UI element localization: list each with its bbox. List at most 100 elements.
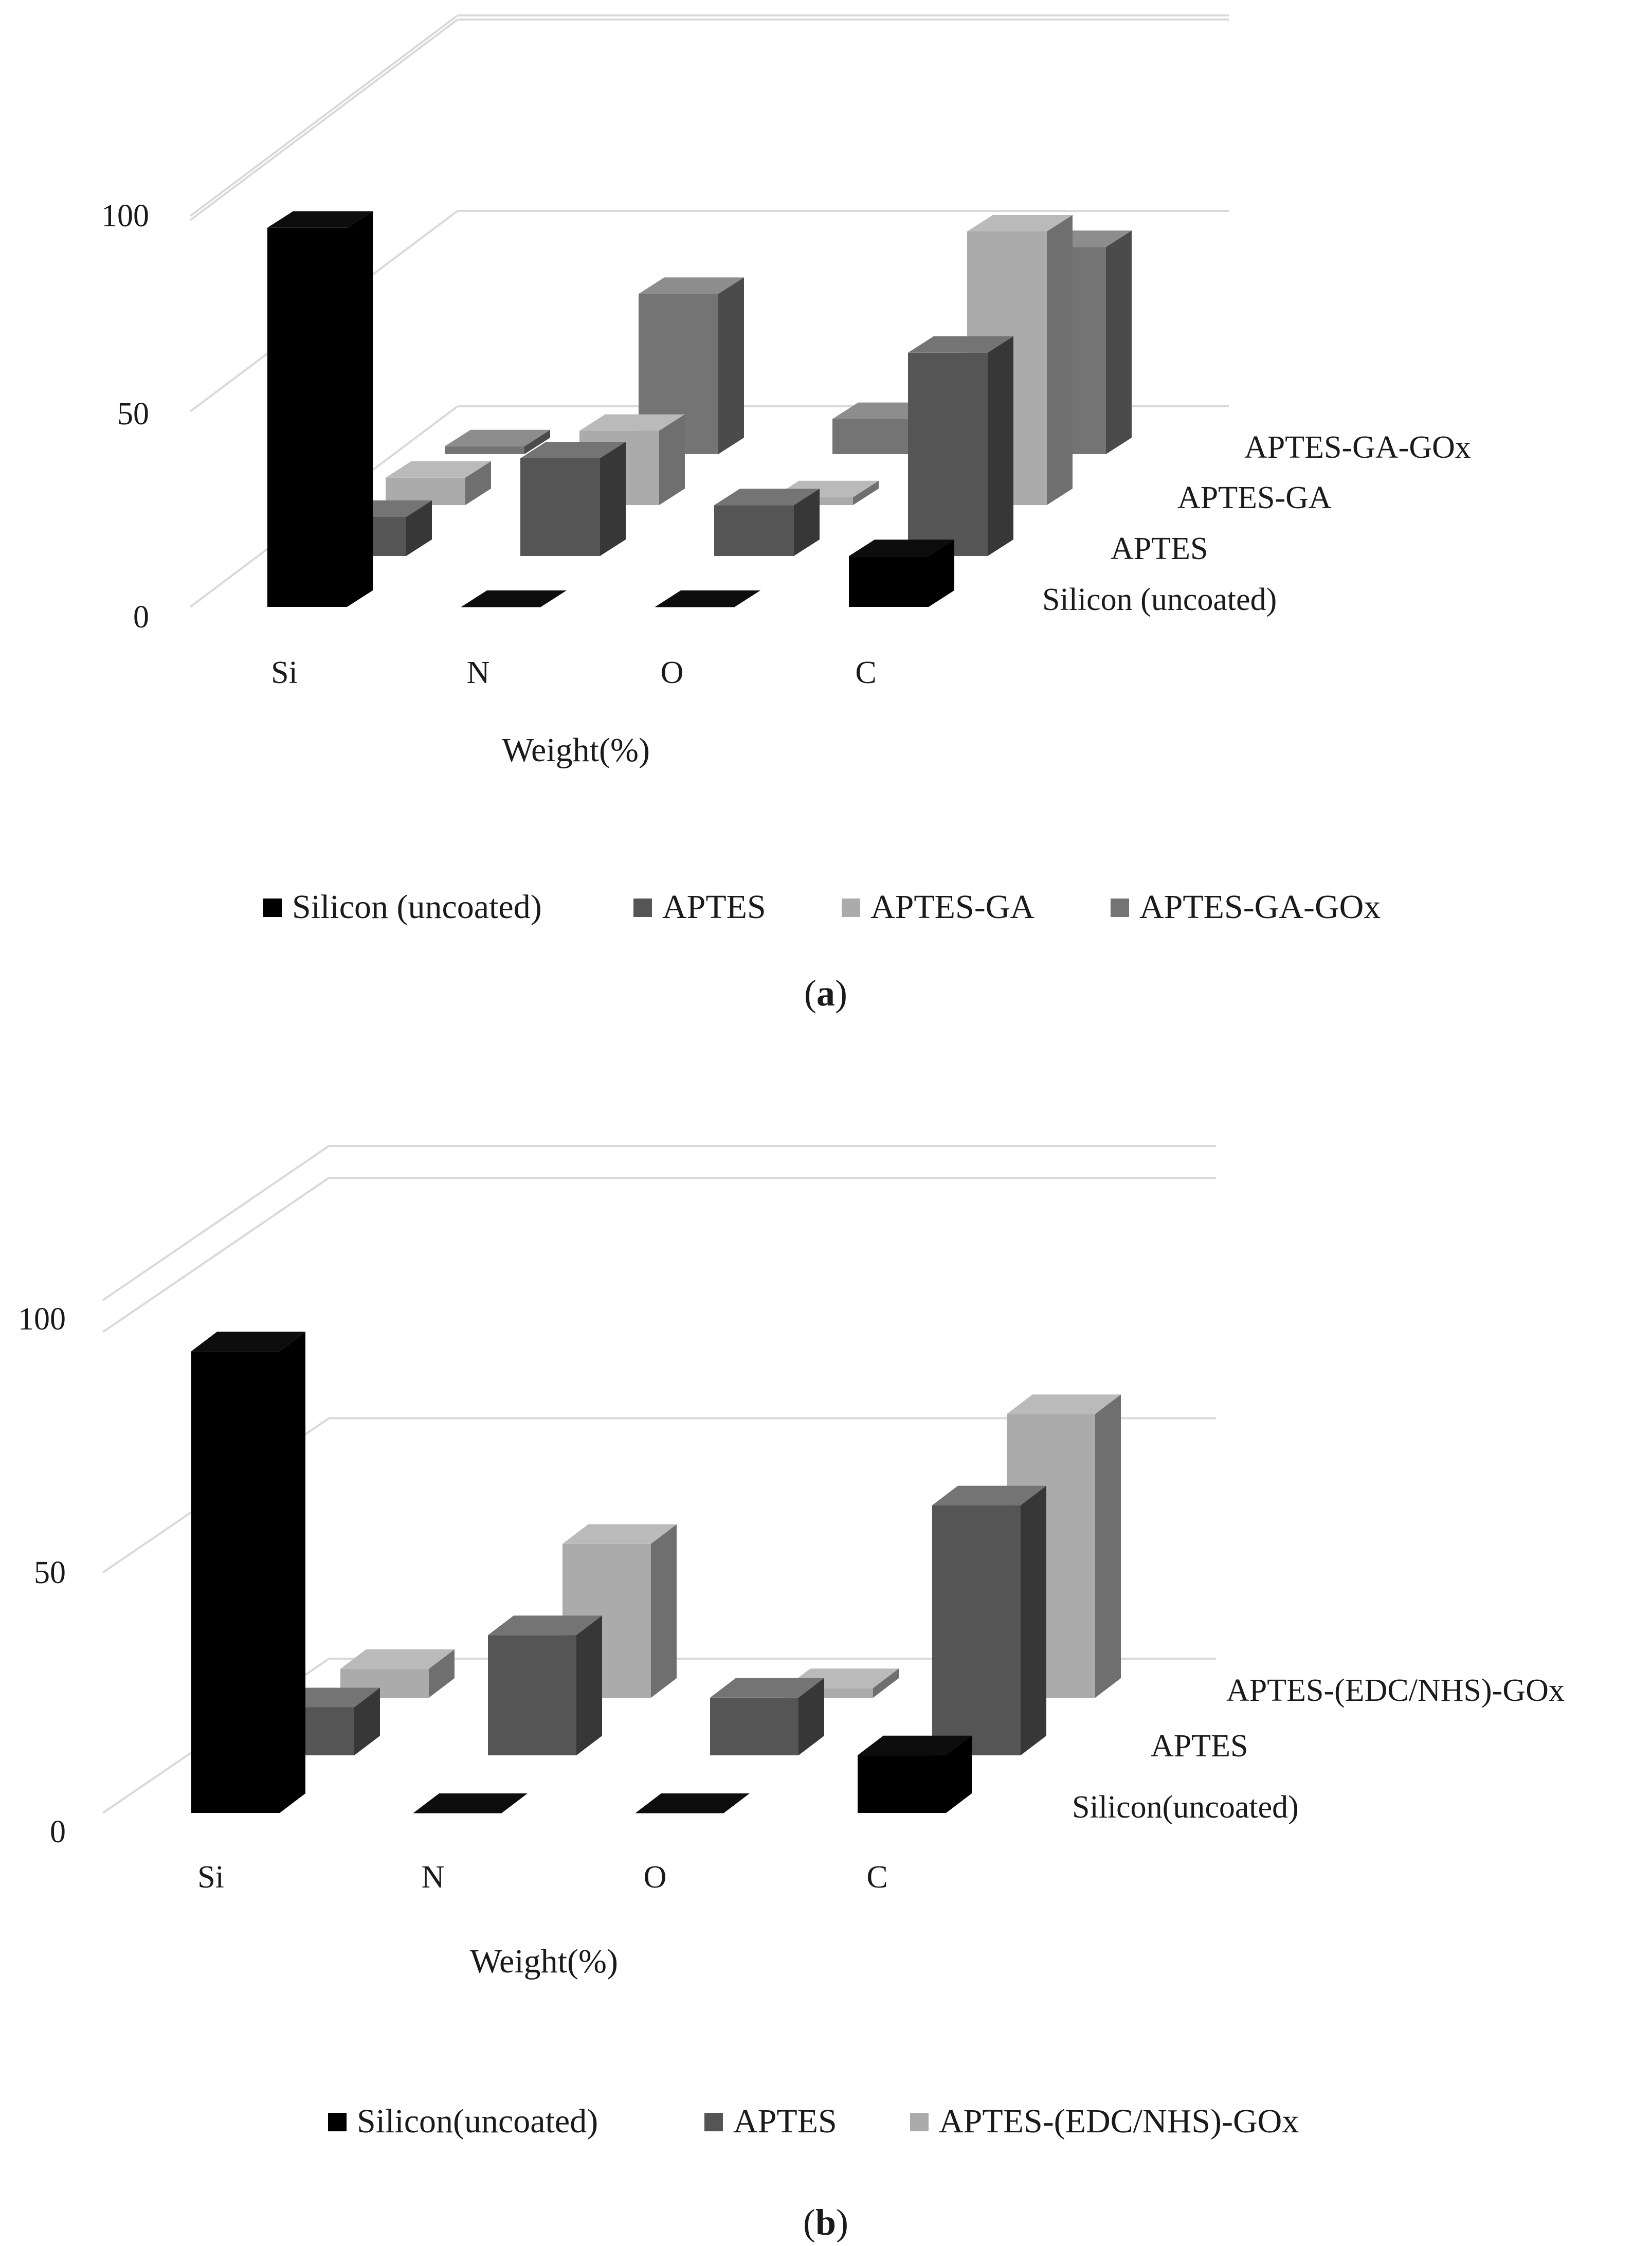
bar <box>858 1755 946 1813</box>
x-tick-label: Si <box>271 655 298 690</box>
legend-swatch <box>328 2113 347 2131</box>
legend-swatch <box>1111 899 1129 917</box>
legend-label: APTES-GA <box>870 888 1034 926</box>
bar-side-face <box>873 1668 899 1698</box>
bar-3d <box>191 1332 305 1813</box>
bar-side-face <box>651 1524 677 1698</box>
bar-side-face <box>429 1649 455 1698</box>
bar-top-face <box>191 1332 305 1352</box>
depth-series-label: APTES <box>1111 531 1208 566</box>
gridline-diagonal <box>189 14 459 217</box>
bar-3d <box>636 1793 750 1813</box>
bar-3d <box>386 461 491 505</box>
y-tick-label: 0 <box>133 600 149 635</box>
bar-side-face <box>929 540 954 607</box>
legend-swatch <box>842 899 860 917</box>
x-tick-label: N <box>467 655 490 690</box>
bar-side-face <box>988 336 1013 556</box>
bar-side-face <box>946 1735 972 1813</box>
bar-3d <box>655 590 760 607</box>
y-tick-label: 50 <box>117 397 149 432</box>
bar-side-face <box>718 277 744 454</box>
bar-top-face <box>967 215 1073 231</box>
bar-side-face <box>600 442 626 556</box>
gridline-diagonal <box>189 19 459 221</box>
bar-side-face <box>347 211 373 607</box>
bar <box>714 505 794 556</box>
y-tick-label: 50 <box>34 1555 66 1590</box>
bar <box>520 458 600 556</box>
bar-top-face <box>710 1678 824 1698</box>
bar-top-face <box>636 1793 750 1813</box>
bar <box>849 556 929 607</box>
bar-3d <box>461 590 567 607</box>
bar-side-face <box>1106 230 1132 454</box>
gridline-diagonal <box>102 1145 330 1301</box>
bar <box>710 1697 798 1755</box>
bar <box>488 1635 576 1755</box>
y-tick-label: 0 <box>50 1814 66 1849</box>
bar-side-face <box>853 480 879 505</box>
legend-swatch <box>263 899 282 917</box>
bar-top-face <box>579 414 685 431</box>
depth-series-label: Silicon (uncoated) <box>1042 582 1277 617</box>
bar <box>832 419 912 454</box>
bar-top-face <box>655 590 760 607</box>
legend-swatch <box>910 2113 929 2131</box>
panel-caption: (b) <box>803 2202 848 2243</box>
chart-panel-a: 100 50 0 Si N O C Silicon (uncoated) APT… <box>101 14 1471 1014</box>
legend-label: APTES-(EDC/NHS)-GOx <box>939 2103 1299 2140</box>
bar-top-face <box>445 429 550 446</box>
legend-label: APTES <box>733 2103 837 2140</box>
x-tick-label: Si <box>197 1860 224 1895</box>
bar-side-face <box>1021 1485 1046 1755</box>
bar-3d <box>488 1615 602 1755</box>
x-tick-label: N <box>422 1860 445 1895</box>
bar-3d <box>445 429 550 454</box>
legend-swatch <box>704 2113 723 2131</box>
bar-3d <box>714 489 820 556</box>
bar-top-face <box>714 489 820 506</box>
bar-3d <box>520 442 626 556</box>
bar-top-face <box>858 1735 972 1755</box>
y-tick-label: 100 <box>18 1302 66 1337</box>
bar-top-face <box>340 1649 455 1669</box>
panel-caption: (a) <box>804 973 847 1014</box>
legend-label: APTES <box>662 888 766 926</box>
bar <box>908 352 988 556</box>
caption-letter: a <box>816 973 835 1014</box>
legend-label: Silicon (uncoated) <box>292 888 542 926</box>
legend-label: Silicon(uncoated) <box>357 2103 598 2140</box>
bar-3d <box>267 211 373 607</box>
bar-3d <box>710 1678 824 1755</box>
bar-side-face <box>576 1615 602 1755</box>
gridline-diagonal <box>102 1177 330 1333</box>
bar-top-face <box>908 336 1013 353</box>
x-tick-label: C <box>855 655 876 690</box>
bar-top-face <box>461 590 567 607</box>
bar <box>932 1505 1021 1755</box>
bar-side-face <box>659 414 685 505</box>
bar-3d <box>908 336 1013 556</box>
x-tick-label: C <box>866 1860 887 1895</box>
x-axis-title: Weight(%) <box>470 1943 618 1980</box>
bars-group-b <box>191 1332 1121 1813</box>
bar-3d <box>413 1793 528 1813</box>
bar-top-face <box>1007 1394 1121 1414</box>
bar-top-face <box>639 277 744 294</box>
bar-top-face <box>520 442 626 458</box>
bar-side-face <box>524 429 550 454</box>
depth-series-label: APTES-GA <box>1177 480 1332 515</box>
bar-top-face <box>488 1615 602 1636</box>
bar-side-face <box>798 1678 824 1755</box>
x-axis-title: Weight(%) <box>502 731 650 769</box>
bar-3d <box>849 540 954 607</box>
y-tick-label: 100 <box>101 199 149 233</box>
legend-a: Silicon (uncoated) APTES APTES-GA APTES-… <box>263 888 1381 926</box>
legend-b: Silicon(uncoated) APTES APTES-(EDC/NHS)-… <box>328 2103 1299 2140</box>
x-tick-label: O <box>661 655 684 690</box>
depth-series-label: APTES <box>1151 1729 1248 1764</box>
depth-series-label: Silicon(uncoated) <box>1072 1790 1299 1825</box>
bar-top-face <box>267 211 373 228</box>
